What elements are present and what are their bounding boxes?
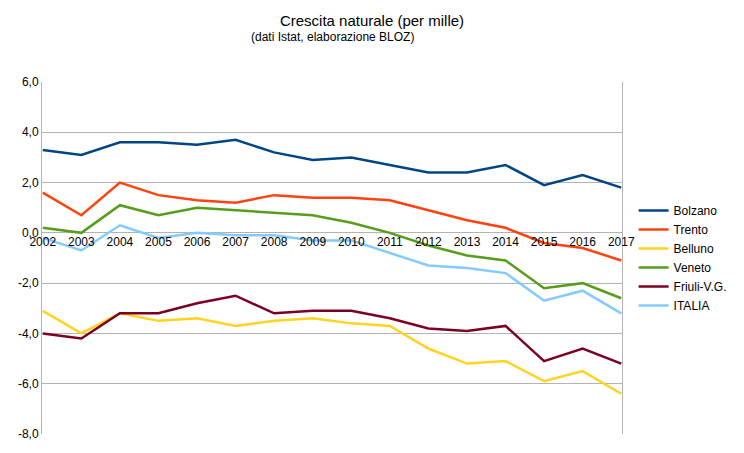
svg-text:2,0: 2,0 [22, 176, 39, 190]
svg-text:0,0: 0,0 [22, 226, 39, 240]
svg-text:-2,0: -2,0 [18, 276, 39, 290]
svg-text:Belluno: Belluno [674, 242, 714, 256]
svg-text:2014: 2014 [492, 235, 519, 249]
svg-text:6,0: 6,0 [22, 75, 39, 89]
svg-text:Friuli-V.G.: Friuli-V.G. [674, 280, 727, 294]
svg-text:2007: 2007 [222, 235, 249, 249]
svg-text:2008: 2008 [261, 235, 288, 249]
svg-text:2006: 2006 [184, 235, 211, 249]
svg-text:2005: 2005 [145, 235, 172, 249]
svg-text:2017: 2017 [608, 235, 635, 249]
svg-text:Trento: Trento [674, 223, 709, 237]
svg-text:-8,0: -8,0 [18, 427, 39, 441]
svg-text:Bolzano: Bolzano [674, 204, 718, 218]
svg-text:ITALIA: ITALIA [674, 299, 710, 313]
svg-text:2003: 2003 [68, 235, 95, 249]
svg-text:2016: 2016 [569, 235, 596, 249]
svg-text:Veneto: Veneto [674, 261, 712, 275]
svg-text:2010: 2010 [338, 235, 365, 249]
svg-text:2002: 2002 [29, 235, 56, 249]
svg-text:-6,0: -6,0 [18, 377, 39, 391]
svg-text:2004: 2004 [107, 235, 134, 249]
svg-text:2009: 2009 [299, 235, 326, 249]
svg-text:2013: 2013 [454, 235, 481, 249]
svg-text:Crescita naturale (per mille): Crescita naturale (per mille) [280, 12, 464, 29]
svg-text:4,0: 4,0 [22, 125, 39, 139]
svg-text:(dati Istat, elaborazione BLOZ: (dati Istat, elaborazione BLOZ) [251, 30, 414, 44]
svg-text:2015: 2015 [531, 235, 558, 249]
svg-text:-4,0: -4,0 [18, 327, 39, 341]
svg-text:2011: 2011 [377, 235, 403, 249]
svg-text:2012: 2012 [415, 235, 442, 249]
